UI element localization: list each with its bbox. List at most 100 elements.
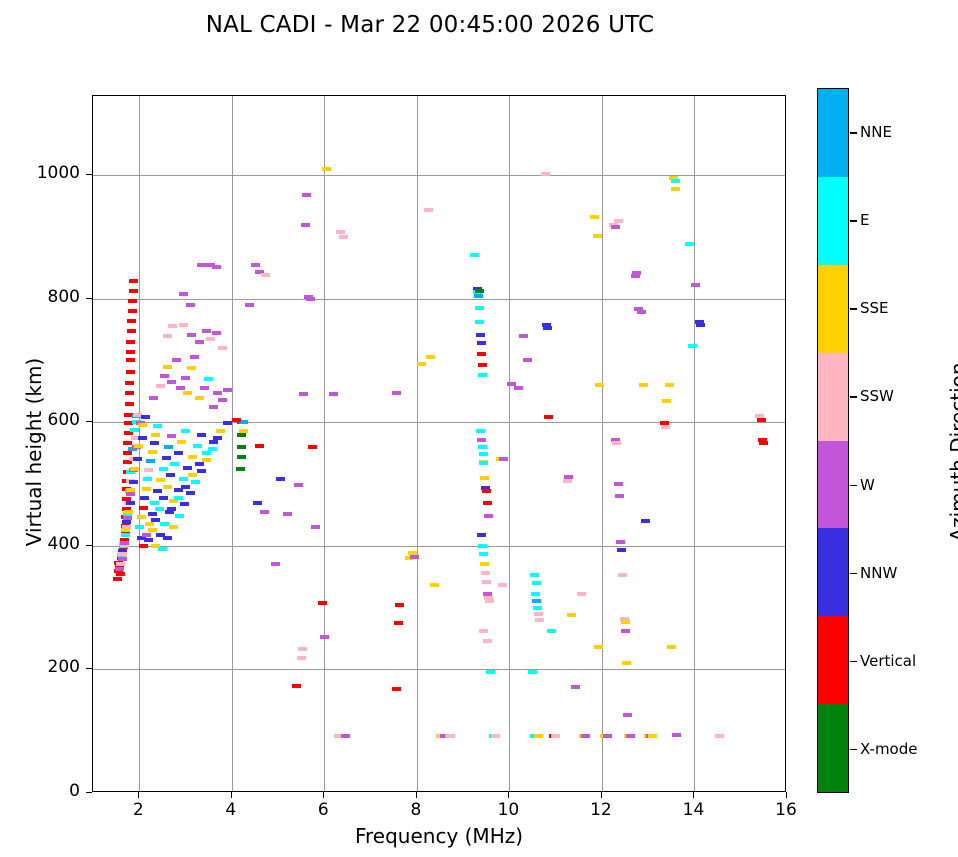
echo-point <box>157 546 167 551</box>
echo-point <box>130 427 140 432</box>
echo-point <box>759 441 769 446</box>
gridline-vertical <box>509 96 511 791</box>
echo-point <box>758 437 768 442</box>
y-tick-label: 0 <box>69 781 80 801</box>
echo-point <box>407 551 417 556</box>
x-tick-label: 4 <box>225 800 237 820</box>
echo-point <box>329 392 339 397</box>
echo-point <box>137 536 147 541</box>
echo-point <box>532 605 542 610</box>
echo-point <box>507 381 517 386</box>
colorbar-band-x-mode <box>818 704 848 792</box>
colorbar-band-ssw <box>818 352 848 441</box>
echo-point <box>194 462 204 467</box>
echo-point <box>661 425 671 430</box>
echo-point <box>137 514 147 519</box>
echo-point <box>215 428 225 433</box>
echo-point <box>174 513 184 518</box>
echo-point <box>201 328 211 333</box>
echo-point <box>130 466 140 471</box>
echo-point <box>207 446 217 451</box>
echo-point <box>143 477 153 482</box>
echo-point <box>534 617 544 622</box>
echo-point <box>192 443 202 448</box>
echo-point <box>148 395 158 400</box>
echo-point <box>123 441 133 446</box>
echo-point <box>125 358 135 363</box>
colorbar-label-vertical: Vertical <box>860 651 917 670</box>
echo-point <box>141 415 151 420</box>
colorbar-tick <box>850 484 857 487</box>
echo-point <box>423 207 433 212</box>
echo-point <box>391 390 401 395</box>
echo-point <box>322 166 332 171</box>
echo-point <box>181 428 191 433</box>
echo-point <box>671 186 681 191</box>
echo-point <box>481 579 491 584</box>
y-tick <box>86 421 92 423</box>
x-tick <box>786 792 787 798</box>
echo-point <box>181 484 191 489</box>
echo-point <box>123 431 133 436</box>
echo-point <box>275 477 285 482</box>
echo-point <box>611 224 621 229</box>
echo-point <box>271 562 281 567</box>
echo-point <box>196 469 206 474</box>
gridline-vertical <box>231 96 233 791</box>
colorbar-band-e <box>818 176 848 265</box>
echo-point <box>592 233 602 238</box>
echo-point <box>477 532 487 537</box>
gridline-horizontal <box>93 422 785 424</box>
echo-point <box>133 443 143 448</box>
echo-point <box>123 451 133 456</box>
echo-point <box>139 543 149 548</box>
echo-point <box>169 462 179 467</box>
echo-point <box>128 457 138 462</box>
colorbar-label-w: W <box>860 475 875 494</box>
echo-point <box>666 645 676 650</box>
x-tick-label: 8 <box>410 800 422 820</box>
echo-point <box>292 684 302 689</box>
echo-point <box>547 629 557 634</box>
echo-point <box>162 333 172 338</box>
echo-point <box>499 457 509 462</box>
echo-point <box>482 592 492 597</box>
echo-point <box>570 684 580 689</box>
echo-point <box>473 293 483 298</box>
colorbar-tick <box>850 132 857 134</box>
echo-point <box>174 495 184 500</box>
colorbar-tick <box>850 748 857 751</box>
echo-point <box>156 478 166 483</box>
echo-point <box>480 485 490 490</box>
echo-point <box>222 421 232 426</box>
echo-point <box>176 386 186 391</box>
echo-point <box>590 215 600 220</box>
echo-point <box>664 383 674 388</box>
colorbar-tick <box>850 572 857 575</box>
echo-point <box>613 219 623 224</box>
echo-point <box>514 385 524 390</box>
x-tick <box>415 792 417 798</box>
echo-point <box>445 733 455 738</box>
echo-point <box>593 645 603 650</box>
echo-point <box>632 270 642 275</box>
echo-point <box>602 733 612 738</box>
echo-point <box>127 318 137 323</box>
echo-point <box>123 509 133 514</box>
echo-point <box>659 421 669 426</box>
echo-point <box>531 599 541 604</box>
echo-point <box>222 388 232 393</box>
echo-point <box>128 447 138 452</box>
colorbar-label-x-mode: X-mode <box>860 739 918 758</box>
echo-point <box>167 506 177 511</box>
echo-point <box>124 412 134 417</box>
echo-point <box>126 328 136 333</box>
echo-point <box>160 521 170 526</box>
echo-point <box>479 562 489 567</box>
echo-point <box>173 451 183 456</box>
echo-point <box>161 456 171 461</box>
echo-point <box>185 302 195 307</box>
echo-point <box>486 669 496 674</box>
echo-point <box>150 543 160 548</box>
echo-point <box>162 484 172 489</box>
